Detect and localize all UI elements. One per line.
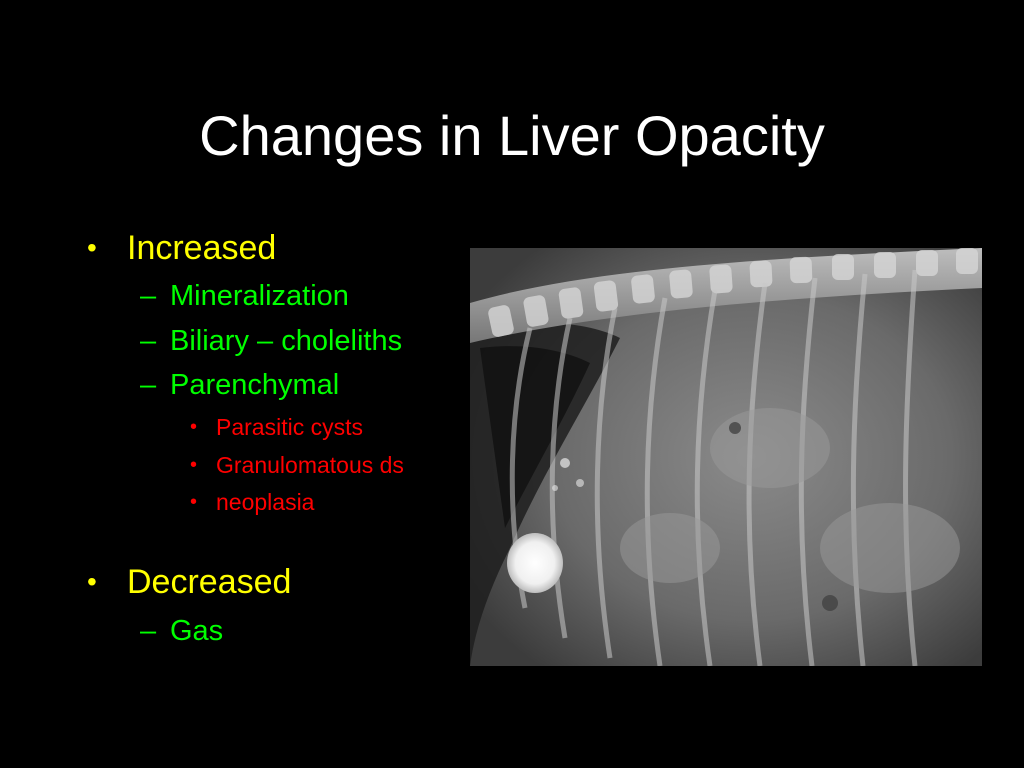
sub-bullet-parenchymal: – Parenchymal	[140, 368, 340, 402]
bullet-icon: •	[190, 454, 198, 476]
dash-icon: –	[140, 280, 157, 312]
sub-bullet-gas: – Gas	[140, 614, 224, 648]
sub-sub-bullet-parasitic-cysts: • Parasitic cysts	[190, 413, 363, 441]
bullet-icon: •	[87, 566, 97, 597]
sub-bullet-label: Parenchymal	[170, 369, 340, 401]
sub-sub-bullet-label: Parasitic cysts	[216, 414, 363, 440]
slide-title: Changes in Liver Opacity	[199, 104, 825, 167]
sub-sub-bullet-label: neoplasia	[216, 489, 315, 515]
bullet-decreased: • Decreased	[87, 562, 292, 602]
sub-bullet-label: Mineralization	[170, 280, 349, 312]
bullet-icon: •	[190, 491, 198, 513]
sub-sub-bullet-granulomatous: • Granulomatous ds	[190, 451, 404, 479]
sub-bullet-mineralization: – Mineralization	[140, 279, 349, 313]
dash-icon: –	[140, 615, 157, 647]
sub-bullet-label: Biliary – choleliths	[170, 325, 403, 357]
bullet-label: Decreased	[127, 563, 292, 601]
radiograph-icon	[470, 248, 982, 666]
sub-sub-bullet-label: Granulomatous ds	[216, 452, 404, 478]
bullet-increased: • Increased	[87, 228, 277, 268]
sub-bullet-label: Gas	[170, 615, 224, 647]
sub-bullet-biliary: – Biliary – choleliths	[140, 324, 403, 358]
bullet-icon: •	[190, 416, 198, 438]
bullet-icon: •	[87, 232, 97, 263]
bullet-label: Increased	[127, 229, 277, 267]
dash-icon: –	[140, 325, 157, 357]
dash-icon: –	[140, 369, 157, 401]
sub-sub-bullet-neoplasia: • neoplasia	[190, 488, 315, 516]
radiograph-image	[470, 248, 982, 666]
